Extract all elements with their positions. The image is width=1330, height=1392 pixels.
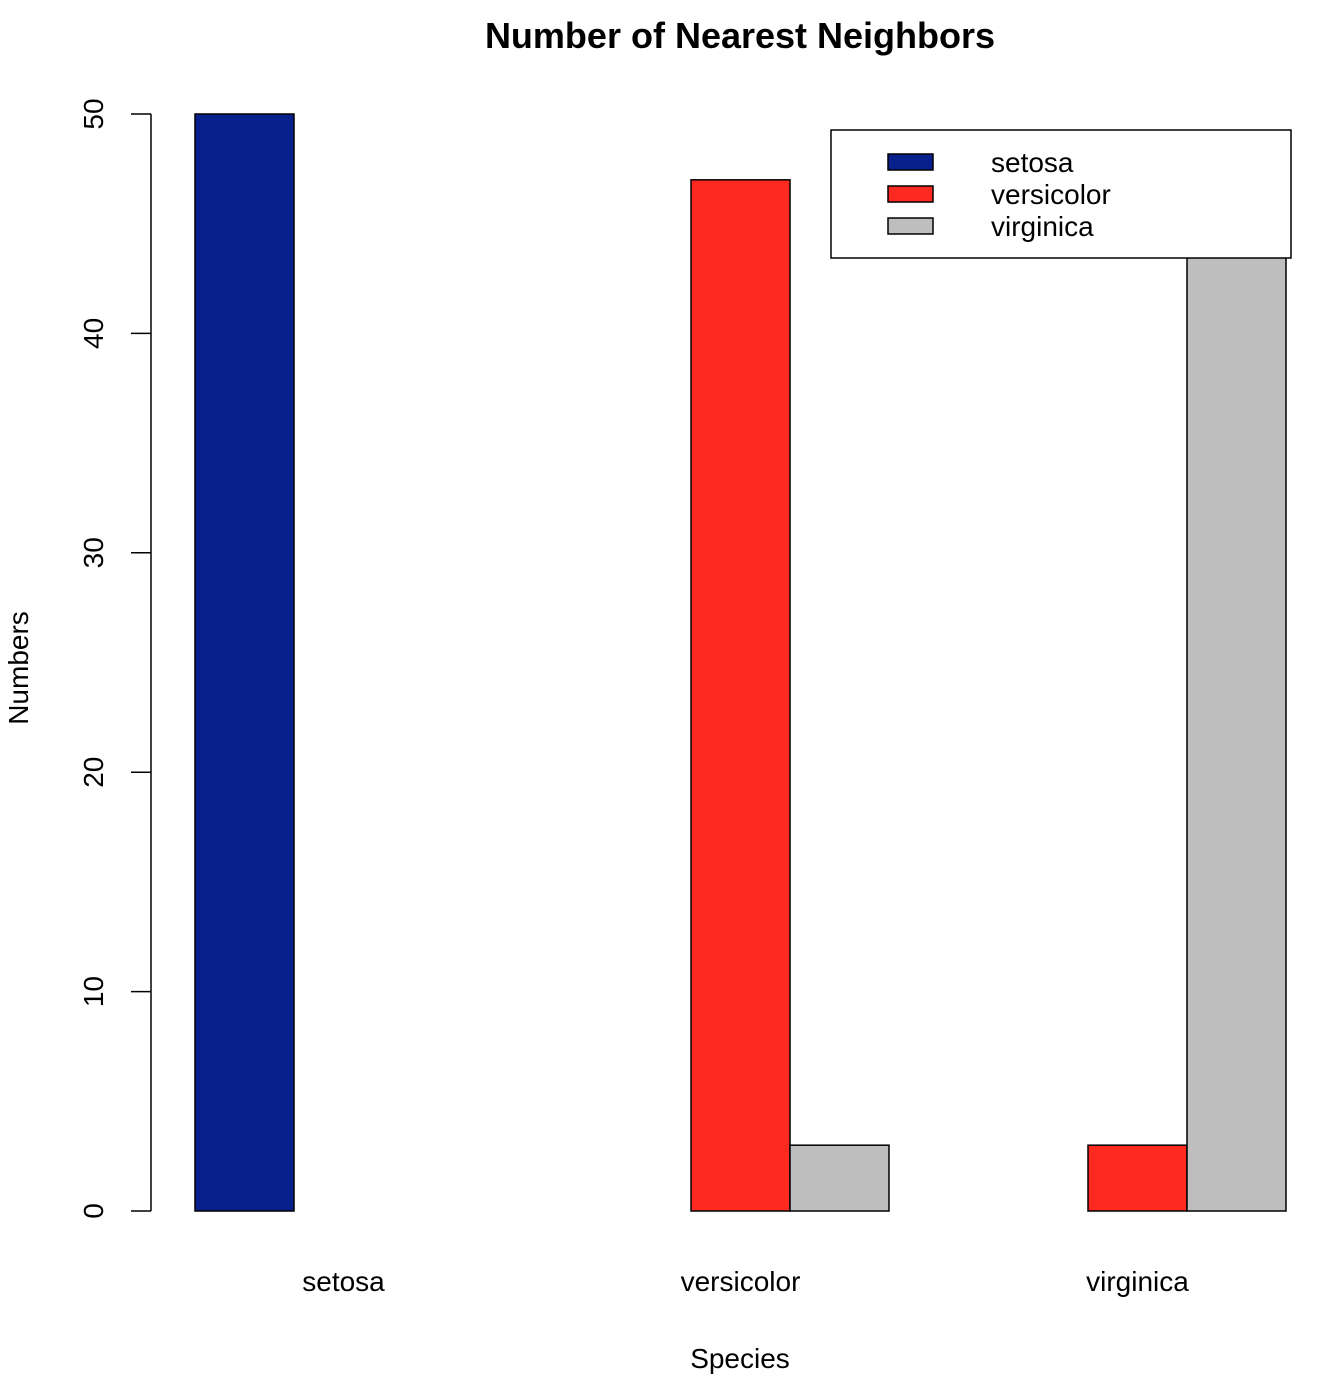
category-labels: setosa versicolor virginica [302, 1266, 1189, 1297]
legend-swatch-virginica [887, 217, 934, 235]
bar-versicolor-virginica [789, 1144, 890, 1212]
y-tick-label: 50 [78, 98, 109, 129]
bar-group-setosa [194, 113, 295, 1212]
bar-setosa-setosa [194, 113, 295, 1212]
chart-title: Number of Nearest Neighbors [485, 15, 995, 56]
y-axis: 0 10 20 30 40 50 [78, 98, 152, 1219]
x-category-label: virginica [1086, 1266, 1189, 1297]
y-tick-label: 20 [78, 757, 109, 788]
y-axis-label: Numbers [3, 611, 34, 725]
legend-label: setosa [991, 147, 1074, 178]
y-tick-label: 10 [78, 976, 109, 1007]
bar-group-virginica [1087, 179, 1287, 1212]
bar-group-versicolor [690, 179, 890, 1212]
legend-swatch-versicolor [887, 185, 934, 203]
bar-virginica-versicolor [1087, 1144, 1188, 1212]
bars-group [194, 113, 1287, 1212]
x-category-label: versicolor [681, 1266, 801, 1297]
y-tick-label: 40 [78, 318, 109, 349]
y-tick-label: 30 [78, 537, 109, 568]
y-tick-label: 0 [78, 1203, 109, 1219]
legend-box [830, 129, 1292, 259]
x-axis-label: Species [690, 1343, 790, 1374]
legend-swatch-setosa [887, 153, 934, 171]
bar-versicolor-versicolor [690, 179, 791, 1212]
x-category-label: setosa [302, 1266, 385, 1297]
legend-label: virginica [991, 211, 1094, 242]
bar-virginica-virginica [1186, 179, 1287, 1212]
legend-label: versicolor [991, 179, 1111, 210]
